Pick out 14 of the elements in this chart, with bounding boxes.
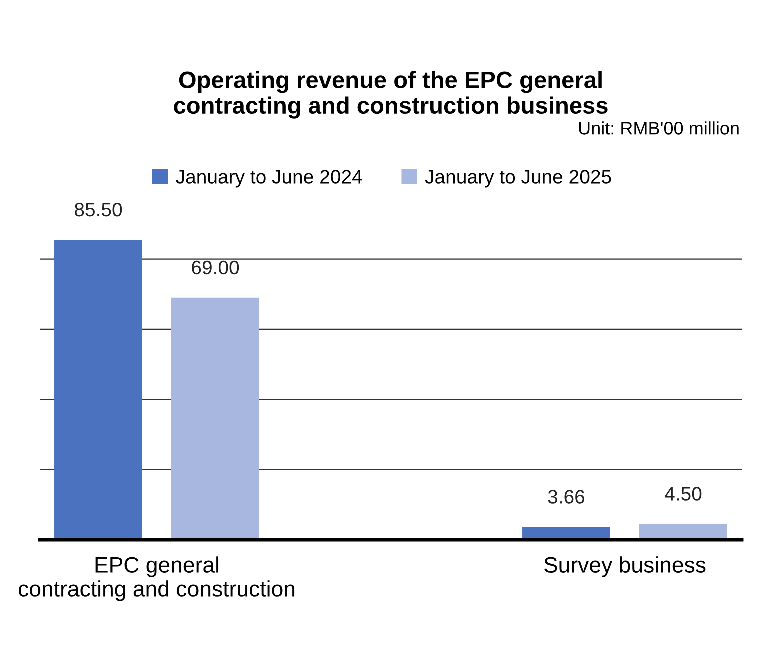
text: Unit: RMB'00 million [579,122,739,135]
data-label: 69.00 [192,260,240,275]
bar [172,298,260,540]
chart-title: Operating revenue of the EPC general contracting and construction business [174,71,608,119]
bar [54,240,142,540]
data-label: 4.50 [665,487,702,501]
data-label: 3.66 [548,490,585,504]
bar [640,524,728,540]
legend-label: January to June 2024 [176,170,362,188]
data-label: 85.50 [75,202,122,217]
legend-label: January to June 2025 [425,170,612,188]
x-tick-label: EPC general contracting and construction [18,556,295,602]
bar [522,527,610,540]
x-tick-label: Survey business [544,556,706,578]
